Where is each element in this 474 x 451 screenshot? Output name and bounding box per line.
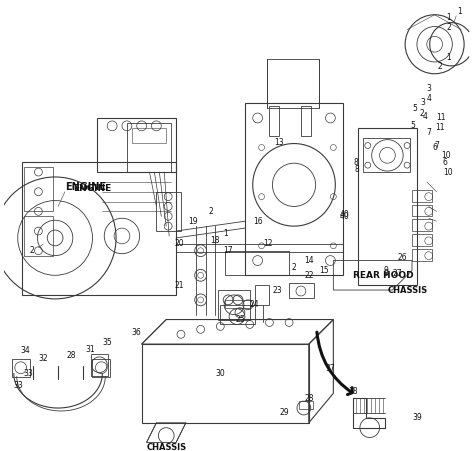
Text: 6: 6 (432, 143, 437, 152)
Text: 33: 33 (24, 369, 34, 378)
Text: 28: 28 (304, 394, 313, 403)
Text: 39: 39 (412, 414, 422, 422)
Text: CHASSIS: CHASSIS (146, 443, 186, 451)
Text: 29: 29 (279, 409, 289, 418)
Text: 14: 14 (304, 256, 314, 265)
Text: 3: 3 (426, 84, 431, 93)
Text: 17: 17 (223, 246, 233, 255)
Text: CHASSIS: CHASSIS (387, 285, 428, 295)
Bar (412, 234, 432, 246)
Text: 30: 30 (215, 369, 225, 378)
Text: 1: 1 (446, 52, 451, 61)
Text: 2: 2 (208, 207, 213, 216)
Text: 2: 2 (437, 62, 442, 71)
Text: 2: 2 (29, 246, 34, 255)
Text: 10: 10 (442, 151, 451, 160)
Text: 8: 8 (354, 158, 358, 167)
Bar (412, 249, 432, 261)
Bar (92, 359, 110, 377)
Text: 2: 2 (446, 23, 451, 32)
Text: 1: 1 (457, 7, 462, 16)
Text: 22: 22 (304, 271, 313, 280)
Bar (412, 204, 432, 216)
Text: 33: 33 (14, 381, 24, 390)
Bar (289, 283, 314, 298)
Text: 31: 31 (86, 345, 95, 354)
Text: 26: 26 (397, 253, 407, 262)
Text: 23: 23 (273, 285, 282, 295)
Bar (412, 190, 432, 202)
Text: 34: 34 (21, 345, 30, 354)
Text: 16: 16 (253, 217, 263, 226)
Text: 9: 9 (383, 266, 388, 275)
Text: 40: 40 (339, 212, 349, 221)
Bar (24, 216, 53, 256)
Text: 10: 10 (444, 168, 453, 176)
Bar (156, 192, 181, 231)
Text: 2: 2 (292, 263, 296, 272)
Text: 1: 1 (446, 13, 451, 22)
Text: ENGINE: ENGINE (65, 182, 106, 192)
Bar (301, 106, 311, 136)
Bar (24, 167, 53, 212)
Text: 20: 20 (174, 239, 184, 249)
Text: 4: 4 (422, 111, 427, 120)
Text: 3: 3 (420, 98, 425, 107)
Bar (91, 354, 108, 376)
Text: 4: 4 (426, 94, 431, 103)
Bar (269, 106, 279, 136)
Bar (225, 300, 250, 308)
Text: 19: 19 (188, 217, 198, 226)
Text: 21: 21 (174, 281, 184, 290)
Text: 36: 36 (132, 328, 142, 337)
Text: 5: 5 (412, 104, 418, 113)
Text: 32: 32 (38, 354, 48, 364)
Text: 27: 27 (392, 269, 402, 278)
Text: 1: 1 (223, 230, 228, 239)
Text: 5: 5 (410, 121, 415, 130)
Text: 8: 8 (355, 165, 359, 174)
Text: 7: 7 (426, 128, 431, 137)
Bar (363, 138, 410, 172)
Text: 15: 15 (319, 266, 328, 275)
Text: 9: 9 (383, 269, 388, 278)
Text: REAR HOOD: REAR HOOD (353, 271, 414, 280)
Bar (127, 123, 171, 172)
Bar (12, 359, 29, 377)
Text: 25: 25 (235, 315, 245, 324)
Text: ENGINE: ENGINE (73, 184, 111, 193)
Text: 13: 13 (274, 138, 284, 147)
Text: 38: 38 (348, 387, 358, 396)
Text: 35: 35 (102, 338, 112, 347)
Text: 11: 11 (436, 114, 445, 123)
Text: 37: 37 (326, 364, 335, 373)
Text: 40: 40 (339, 210, 349, 219)
Text: 28: 28 (66, 351, 75, 360)
Bar (132, 128, 166, 143)
Text: 12: 12 (263, 239, 272, 249)
Text: 24: 24 (250, 300, 259, 309)
Bar (412, 219, 432, 231)
Text: 6: 6 (442, 158, 447, 167)
Text: 11: 11 (435, 123, 444, 132)
Bar (299, 401, 313, 409)
Text: 18: 18 (210, 236, 220, 245)
Text: 2: 2 (419, 109, 424, 118)
Text: 7: 7 (434, 141, 439, 150)
